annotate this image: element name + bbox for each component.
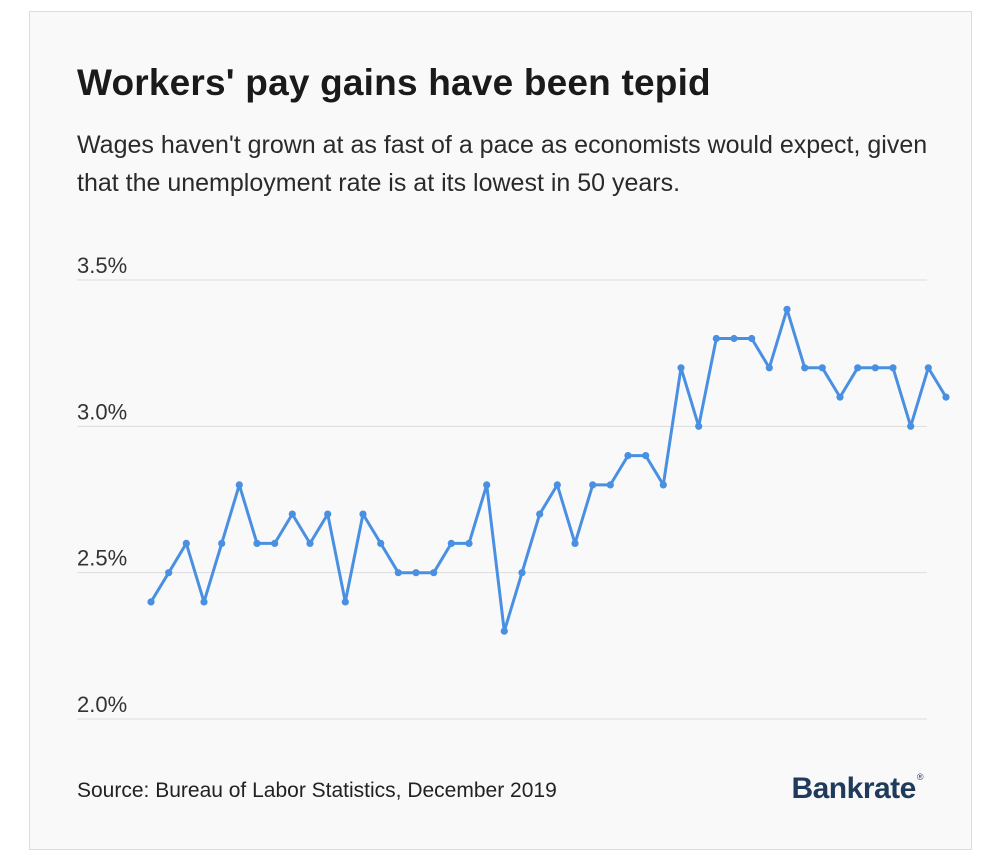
data-point — [412, 569, 420, 577]
chart-subtitle: Wages haven't grown at as fast of a pace… — [77, 131, 928, 197]
data-point — [306, 539, 314, 548]
data-point — [447, 539, 455, 548]
data-point — [854, 364, 862, 372]
data-point — [801, 364, 809, 372]
data-point — [748, 334, 756, 343]
data-point — [871, 364, 879, 372]
data-point — [341, 598, 349, 606]
data-point — [218, 539, 226, 548]
series-line — [149, 307, 948, 633]
data-point — [606, 481, 614, 489]
data-point — [200, 598, 208, 606]
data-point — [553, 481, 561, 489]
data-point — [430, 569, 438, 577]
data-point — [659, 481, 667, 489]
data-point — [465, 539, 473, 548]
y-tick-label: 2.0% — [77, 692, 127, 717]
registered-mark-icon: ® — [916, 772, 924, 782]
data-point — [677, 364, 685, 372]
data-point — [783, 305, 791, 313]
data-point — [165, 569, 173, 577]
data-point — [642, 452, 650, 460]
y-tick-label: 3.5% — [77, 253, 127, 278]
data-point — [836, 393, 844, 401]
data-point — [730, 334, 738, 343]
data-point — [235, 481, 243, 489]
series-layer — [147, 305, 950, 635]
data-point — [271, 539, 279, 548]
data-point — [818, 364, 826, 372]
data-point — [924, 364, 932, 372]
data-point — [889, 364, 897, 372]
data-point — [624, 452, 632, 460]
data-point — [536, 510, 544, 518]
data-point — [518, 569, 526, 577]
chart-title: Workers' pay gains have been tepid — [77, 62, 711, 103]
data-point — [712, 334, 720, 343]
data-point — [182, 539, 190, 548]
chart-card: Workers' pay gains have been tepid Wages… — [29, 11, 972, 850]
data-point — [359, 510, 367, 518]
line-chart: 3.5% 3.0% 2.5% 2.0% — [77, 253, 950, 720]
logo-text: Bankrate — [791, 772, 916, 805]
data-point — [695, 422, 703, 430]
data-point — [394, 569, 402, 577]
data-point — [907, 422, 915, 430]
data-point — [765, 364, 773, 372]
data-point — [147, 598, 155, 606]
bankrate-logo: Bankrate® — [791, 772, 923, 806]
data-point — [483, 481, 491, 489]
data-point — [589, 481, 597, 489]
y-tick-label: 3.0% — [77, 399, 127, 424]
data-point — [942, 393, 950, 401]
data-point — [571, 539, 579, 548]
data-point — [288, 510, 296, 518]
data-point — [324, 510, 332, 518]
source-note: Source: Bureau of Labor Statistics, Dece… — [77, 779, 557, 802]
data-point — [253, 539, 261, 548]
grid-lines — [77, 279, 927, 720]
data-point — [500, 627, 508, 635]
y-axis-ticks: 3.5% 3.0% 2.5% 2.0% — [77, 253, 127, 717]
y-tick-label: 2.5% — [77, 546, 127, 571]
data-point — [377, 539, 385, 548]
